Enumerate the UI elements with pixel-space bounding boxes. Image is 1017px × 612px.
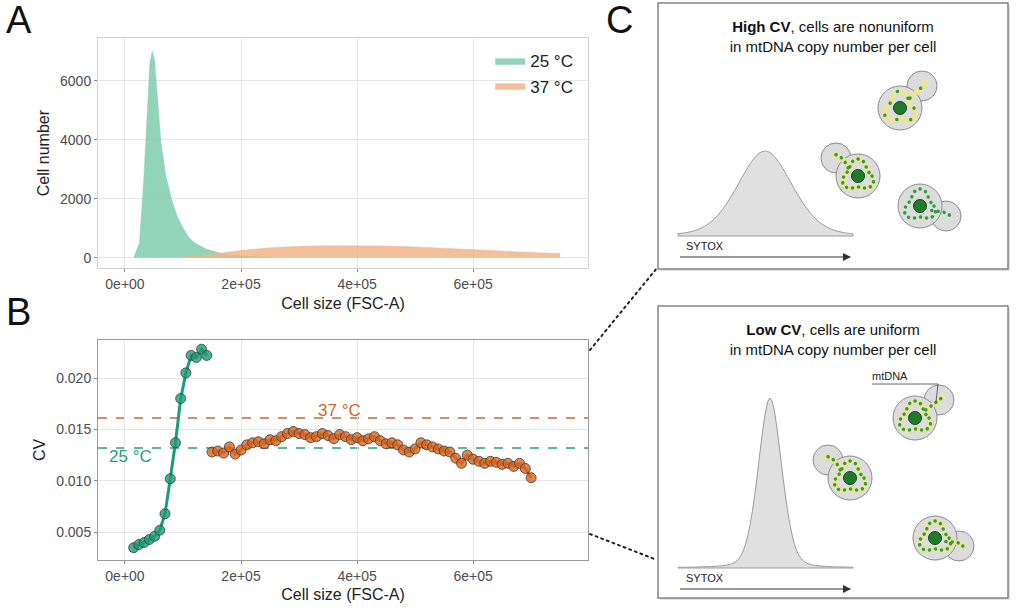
svg-text:High CV, cells are nonuniform: High CV, cells are nonuniform (732, 18, 934, 35)
svg-text:2e+05: 2e+05 (221, 568, 261, 584)
svg-text:0.005: 0.005 (56, 524, 91, 540)
svg-text:6000: 6000 (60, 73, 91, 89)
svg-text:25 °C: 25 °C (530, 52, 573, 71)
svg-text:mtDNA: mtDNA (872, 370, 908, 382)
svg-text:0e+00: 0e+00 (105, 568, 145, 584)
svg-text:CV: CV (31, 439, 48, 462)
svg-text:6e+05: 6e+05 (453, 276, 493, 292)
svg-text:Low CV, cells are uniform: Low CV, cells are uniform (746, 321, 919, 338)
svg-text:2e+05: 2e+05 (221, 276, 261, 292)
svg-text:SYTOX: SYTOX (686, 572, 724, 584)
svg-text:37 °C: 37 °C (530, 78, 573, 97)
html-text:C: C (606, 0, 634, 41)
svg-text:4e+05: 4e+05 (337, 568, 377, 584)
html-text:B: B (6, 291, 32, 333)
svg-text:0.015: 0.015 (56, 421, 91, 437)
svg-text:4e+05: 4e+05 (337, 276, 377, 292)
svg-text:4000: 4000 (60, 132, 91, 148)
svg-text:37 °C: 37 °C (318, 401, 361, 420)
svg-text:6e+05: 6e+05 (453, 568, 493, 584)
html-text:A: A (6, 0, 32, 41)
svg-text:SYTOX: SYTOX (686, 240, 724, 252)
svg-text:Cell size (FSC-A): Cell size (FSC-A) (281, 586, 405, 603)
svg-text:in mtDNA copy number per cell: in mtDNA copy number per cell (730, 341, 937, 358)
svg-text:in mtDNA copy number per cell: in mtDNA copy number per cell (730, 38, 937, 55)
svg-text:Cell number: Cell number (35, 109, 52, 196)
svg-text:Cell size (FSC-A): Cell size (FSC-A) (281, 295, 405, 312)
svg-text:0e+00: 0e+00 (105, 276, 145, 292)
svg-text:0.010: 0.010 (56, 473, 91, 489)
svg-text:25 °C: 25 °C (109, 447, 152, 466)
svg-text:2000: 2000 (60, 191, 91, 207)
svg-text:0.020: 0.020 (56, 370, 91, 386)
svg-text:0: 0 (83, 250, 91, 266)
